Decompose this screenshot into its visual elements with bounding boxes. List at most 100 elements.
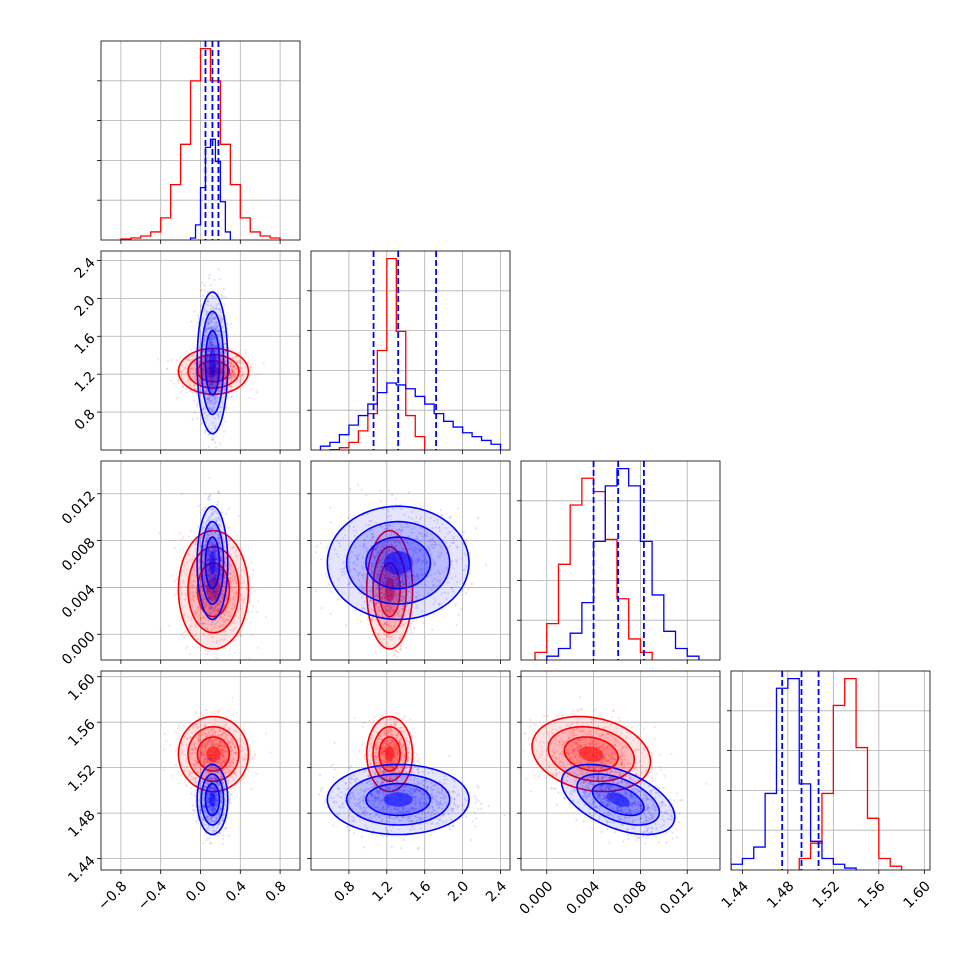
sample-point [219,547,222,550]
sample-point [185,358,188,361]
sample-point [217,302,220,306]
panel-2-2 [517,460,721,664]
sample-point [223,582,226,585]
sample-point [208,383,212,387]
sample-point [228,364,231,367]
sample-point [201,369,205,372]
sample-point [400,599,403,602]
sample-point [230,607,233,610]
sample-point [370,608,374,611]
sample-point [232,629,235,632]
sample-point [225,607,229,610]
sample-point [214,574,218,577]
sample-point [211,507,214,511]
sample-point [216,356,219,359]
sample-point [209,547,212,551]
sample-point [190,584,193,587]
sample-point [190,349,193,352]
sample-point [213,607,216,610]
sample-point [209,377,212,380]
sample-point [216,366,219,370]
sample-point [231,374,234,377]
sample-point [220,320,223,323]
sample-point [194,364,197,367]
sample-point [198,370,201,373]
sample-point [219,575,222,578]
sample-point [320,607,323,610]
histogram-blue [189,138,231,240]
contour-blue [209,348,216,378]
sample-point [207,550,210,554]
sample-point [213,574,216,577]
sample-point [182,536,185,539]
sample-point [441,513,444,517]
sample-point [217,414,220,418]
sample-point [205,610,208,613]
sample-point [370,537,373,540]
sample-point [206,363,209,366]
sample-point [464,538,468,541]
sample-point [212,547,215,550]
sample-point [208,341,211,344]
sample-point [207,556,210,560]
sample-point [205,330,209,334]
sample-point [238,605,241,608]
sample-point [217,517,221,520]
sample-point [387,612,390,615]
sample-point [214,377,217,380]
sample-point [219,549,222,552]
sample-point [226,618,229,621]
sample-point [207,622,210,626]
sample-point [183,366,186,370]
histogram-red [120,48,281,240]
sample-point [221,589,224,593]
sample-point [198,573,201,576]
sample-point [210,378,214,382]
sample-point [214,356,218,360]
sample-point [235,595,238,598]
sample-point [211,399,214,402]
sample-point [183,613,186,616]
sample-point [211,313,214,316]
sample-point [315,545,318,548]
sample-point [213,336,216,339]
sample-point [212,343,215,346]
sample-point [212,591,215,594]
sample-point [240,594,243,598]
sample-point [391,575,394,579]
sample-point [208,382,211,386]
sample-point [215,304,218,307]
sample-point [216,553,219,557]
sample-point [208,574,211,577]
sample-point [207,300,210,303]
sample-point [385,634,388,638]
sample-point [240,568,243,571]
sample-point [216,610,220,613]
sample-point [210,408,213,411]
sample-point [206,391,209,394]
sample-point [329,506,332,509]
sample-point [199,549,202,553]
sample-point [205,590,208,594]
sample-point [222,618,226,621]
sample-point [399,645,402,648]
sample-point [219,311,222,314]
sample-point [213,531,217,534]
sample-point [201,408,205,411]
sample-point [241,581,244,585]
sample-point [239,593,243,596]
sample-point [206,532,209,535]
sample-point [214,531,217,534]
sample-point [393,590,397,594]
sample-point [212,317,215,320]
sample-point [394,595,397,599]
sample-point [215,376,218,379]
sample-point [170,379,173,382]
sample-point [216,612,219,615]
sample-point [441,608,444,611]
sample-point [206,552,209,556]
sample-point [214,542,217,545]
sample-point [415,595,418,598]
sample-point [208,606,211,609]
sample-point [197,349,200,352]
